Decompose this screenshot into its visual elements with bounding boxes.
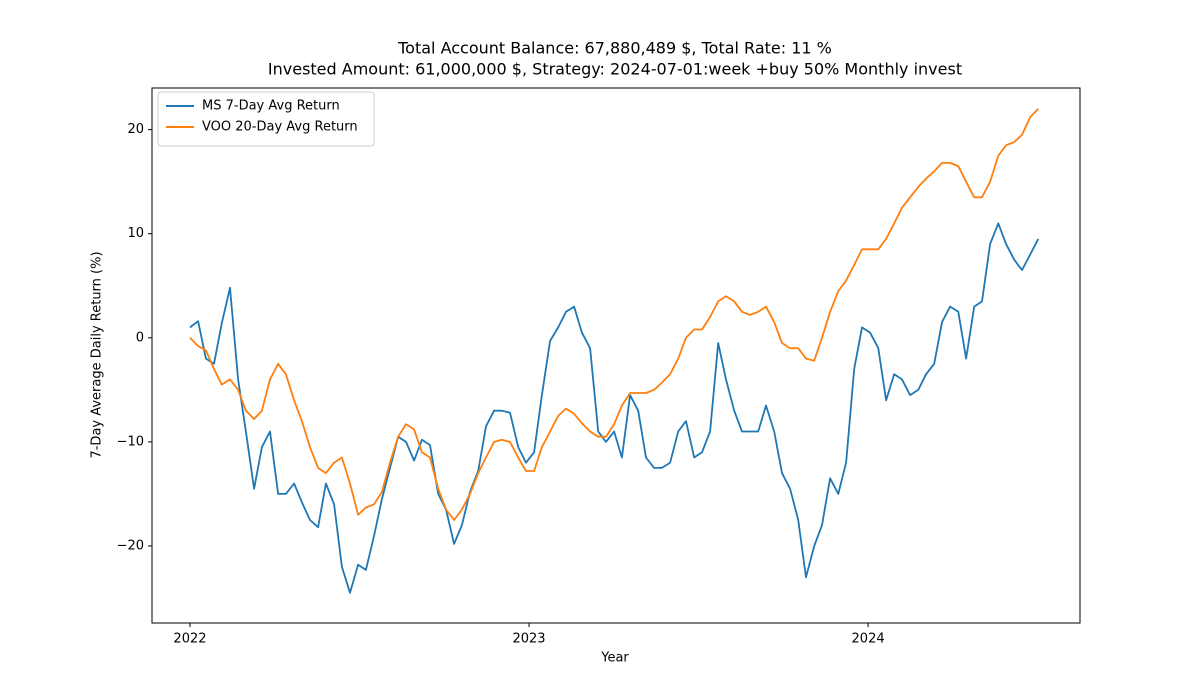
chart-subtitle: Invested Amount: 61,000,000 $, Strategy:…: [268, 60, 962, 79]
legend-label: MS 7-Day Avg Return: [202, 99, 340, 114]
x-tick-label: 2024: [852, 632, 885, 647]
plot-frame: [151, 87, 1081, 624]
y-tick-label: 20: [127, 122, 144, 137]
y-tick-label: −10: [117, 434, 144, 449]
legend-box: [157, 91, 375, 147]
x-tick-label: 2023: [512, 632, 545, 647]
legend-label: VOO 20-Day Avg Return: [202, 120, 358, 135]
series-line: [189, 222, 1040, 594]
x-axis-label: Year: [600, 651, 629, 666]
y-tick-label: 0: [136, 330, 144, 345]
x-tick-label: 2022: [173, 632, 206, 647]
chart-title: Total Account Balance: 67,880,489 $, Tot…: [397, 39, 832, 58]
series-line: [189, 108, 1039, 521]
y-tick-label: −20: [117, 538, 144, 553]
y-tick-label: 10: [127, 226, 144, 241]
legend: MS 7-Day Avg Return VOO 20-Day Avg Return: [157, 91, 375, 147]
y-axis-label: 7-Day Average Daily Return (%): [90, 251, 105, 458]
